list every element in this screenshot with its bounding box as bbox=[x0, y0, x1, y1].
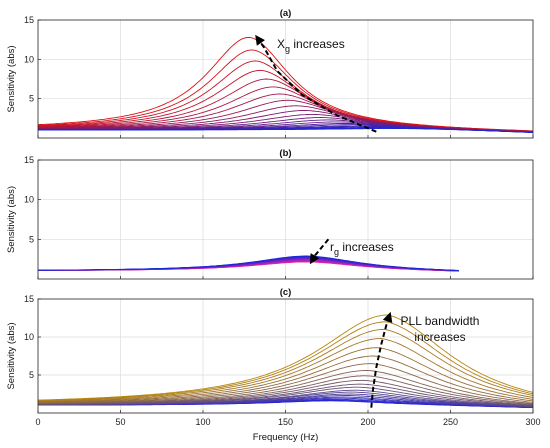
y-tick-label: 10 bbox=[24, 332, 34, 342]
series-line-14 bbox=[38, 369, 534, 404]
y-tick-label: 5 bbox=[29, 370, 34, 380]
annotation-rest: increases bbox=[339, 240, 394, 254]
y-tick-label: 10 bbox=[24, 195, 34, 205]
panel-label: (a) bbox=[280, 8, 292, 19]
trend-arrow bbox=[370, 311, 393, 408]
y-tick-label: 15 bbox=[24, 155, 34, 165]
annotation-main: r bbox=[330, 240, 334, 254]
series-line-18 bbox=[37, 338, 534, 402]
x-axis-label: Frequency (Hz) bbox=[253, 432, 318, 443]
series-line-20 bbox=[37, 321, 534, 401]
chart-panel-2: 5 10 15 Sensitivity (abs) (b) rg increases bbox=[6, 148, 534, 280]
y-tick-label: 15 bbox=[24, 15, 34, 25]
x-tick-label: 0 bbox=[35, 417, 40, 427]
x-tick-label: 250 bbox=[443, 417, 458, 427]
y-axis-label: Sensitivity (abs) bbox=[6, 45, 17, 112]
annotation-subscript: g bbox=[285, 44, 290, 54]
x-tick-label: 200 bbox=[360, 417, 375, 427]
series-group bbox=[37, 255, 459, 272]
x-tick-label: 100 bbox=[195, 417, 210, 427]
annotation-text: rg increases bbox=[330, 240, 394, 257]
annotation-main: X bbox=[277, 37, 285, 51]
panel-label: (b) bbox=[279, 148, 291, 159]
x-tick-label: 150 bbox=[278, 417, 293, 427]
y-tick-label: 10 bbox=[24, 54, 34, 64]
x-tick-label: 50 bbox=[115, 417, 125, 427]
series-line-17 bbox=[38, 347, 534, 403]
series-line-19 bbox=[38, 328, 534, 402]
series-group bbox=[37, 314, 534, 409]
annotation-line-1: PLL bandwidth bbox=[401, 314, 480, 328]
x-tick-label: 300 bbox=[525, 417, 540, 427]
series-line-21 bbox=[37, 314, 534, 401]
annotation-text: Xg increases bbox=[277, 37, 345, 54]
annotation-rest: increases bbox=[290, 37, 345, 51]
annotation-subscript: g bbox=[334, 247, 339, 257]
series-line-16 bbox=[37, 355, 534, 403]
series-line-21 bbox=[38, 128, 534, 134]
y-tick-label: 5 bbox=[29, 94, 34, 104]
series-line-13 bbox=[37, 375, 534, 405]
annotation-line-2: increases bbox=[414, 330, 465, 344]
series-line-16 bbox=[38, 255, 459, 271]
panel-label: (c) bbox=[280, 287, 292, 298]
series-line-12 bbox=[38, 379, 534, 406]
series-line-15 bbox=[38, 363, 534, 404]
chart-panel-1: 5 10 15 Sensitivity (abs) (a) Xg increases bbox=[6, 8, 534, 139]
y-axis-label: Sensitivity (abs) bbox=[6, 186, 17, 253]
y-axis-label: Sensitivity (abs) bbox=[6, 322, 17, 389]
trend-arrow bbox=[255, 34, 377, 133]
y-tick-label: 15 bbox=[24, 294, 34, 304]
y-tick-label: 5 bbox=[29, 234, 34, 244]
